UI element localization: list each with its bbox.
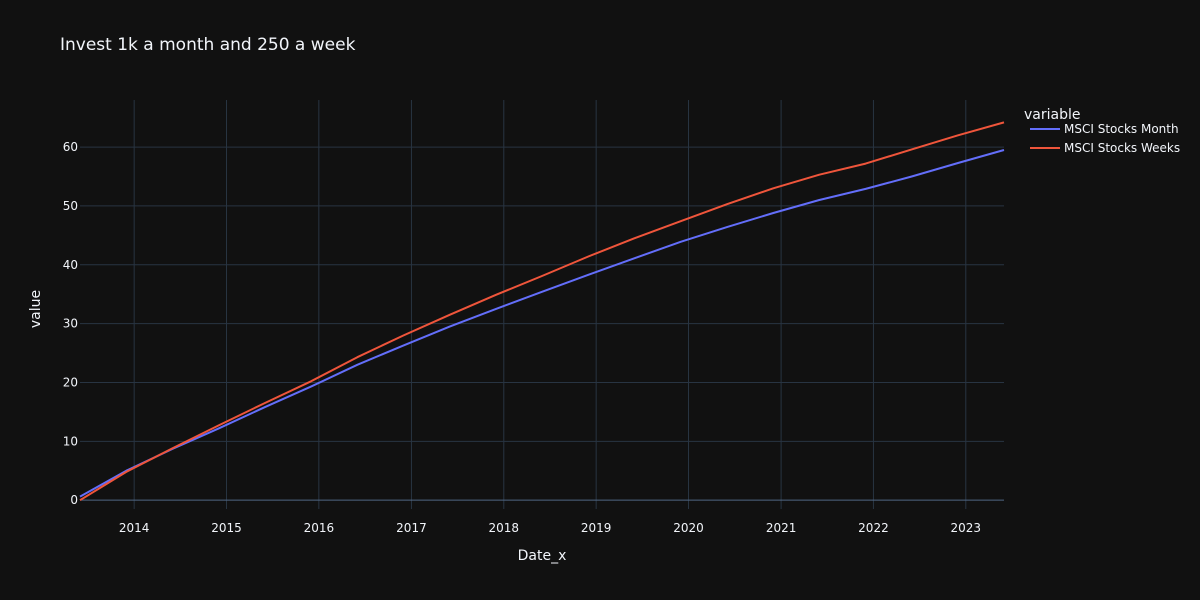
y-tick-label: 40 [63, 258, 78, 272]
legend-title: variable [1024, 107, 1080, 123]
x-tick-label: 2023 [951, 521, 982, 535]
y-tick-label: 30 [63, 317, 78, 331]
series-lines [79, 121, 1005, 502]
chart-title: Invest 1k a month and 250 a week [60, 35, 356, 55]
y-axis-ticks: 0 10 20 30 40 50 60 [63, 140, 78, 507]
x-axis-ticks: 2014 2015 2016 2017 2018 2019 2020 2021 2022 2023 [119, 521, 981, 535]
x-tick-label: 2016 [304, 521, 335, 535]
x-tick-label: 2017 [396, 521, 427, 535]
x-tick-label: 2021 [766, 521, 797, 535]
x-axis-title: Date_x [518, 548, 567, 564]
y-axis-title: value [28, 290, 44, 328]
y-tick-label: 20 [63, 375, 78, 389]
x-tick-label: 2019 [581, 521, 612, 535]
plot-area: 2014 2015 2016 2017 2018 2019 2020 2021 2022 2023… [63, 100, 1005, 535]
legend-items: MSCI Stocks Month MSCI Stocks Weeks [1030, 122, 1180, 155]
x-tick-label: 2014 [119, 521, 150, 535]
legend-item-label: MSCI Stocks Month [1064, 122, 1179, 136]
x-tick-label: 2020 [673, 521, 704, 535]
x-tick-label: 2022 [858, 521, 889, 535]
x-tick-label: 2015 [211, 521, 242, 535]
x-tick-label: 2018 [489, 521, 520, 535]
series-line-2 [79, 121, 1005, 502]
legend-item-label: MSCI Stocks Weeks [1064, 141, 1180, 155]
series-line-1 [79, 149, 1005, 498]
y-tick-label: 50 [63, 199, 78, 213]
legend: variable MSCI Stocks Month MSCI Stocks We… [1024, 107, 1180, 155]
grid [80, 100, 1004, 509]
y-tick-label: 0 [70, 493, 78, 507]
y-tick-label: 10 [63, 434, 78, 448]
y-tick-label: 60 [63, 140, 78, 154]
